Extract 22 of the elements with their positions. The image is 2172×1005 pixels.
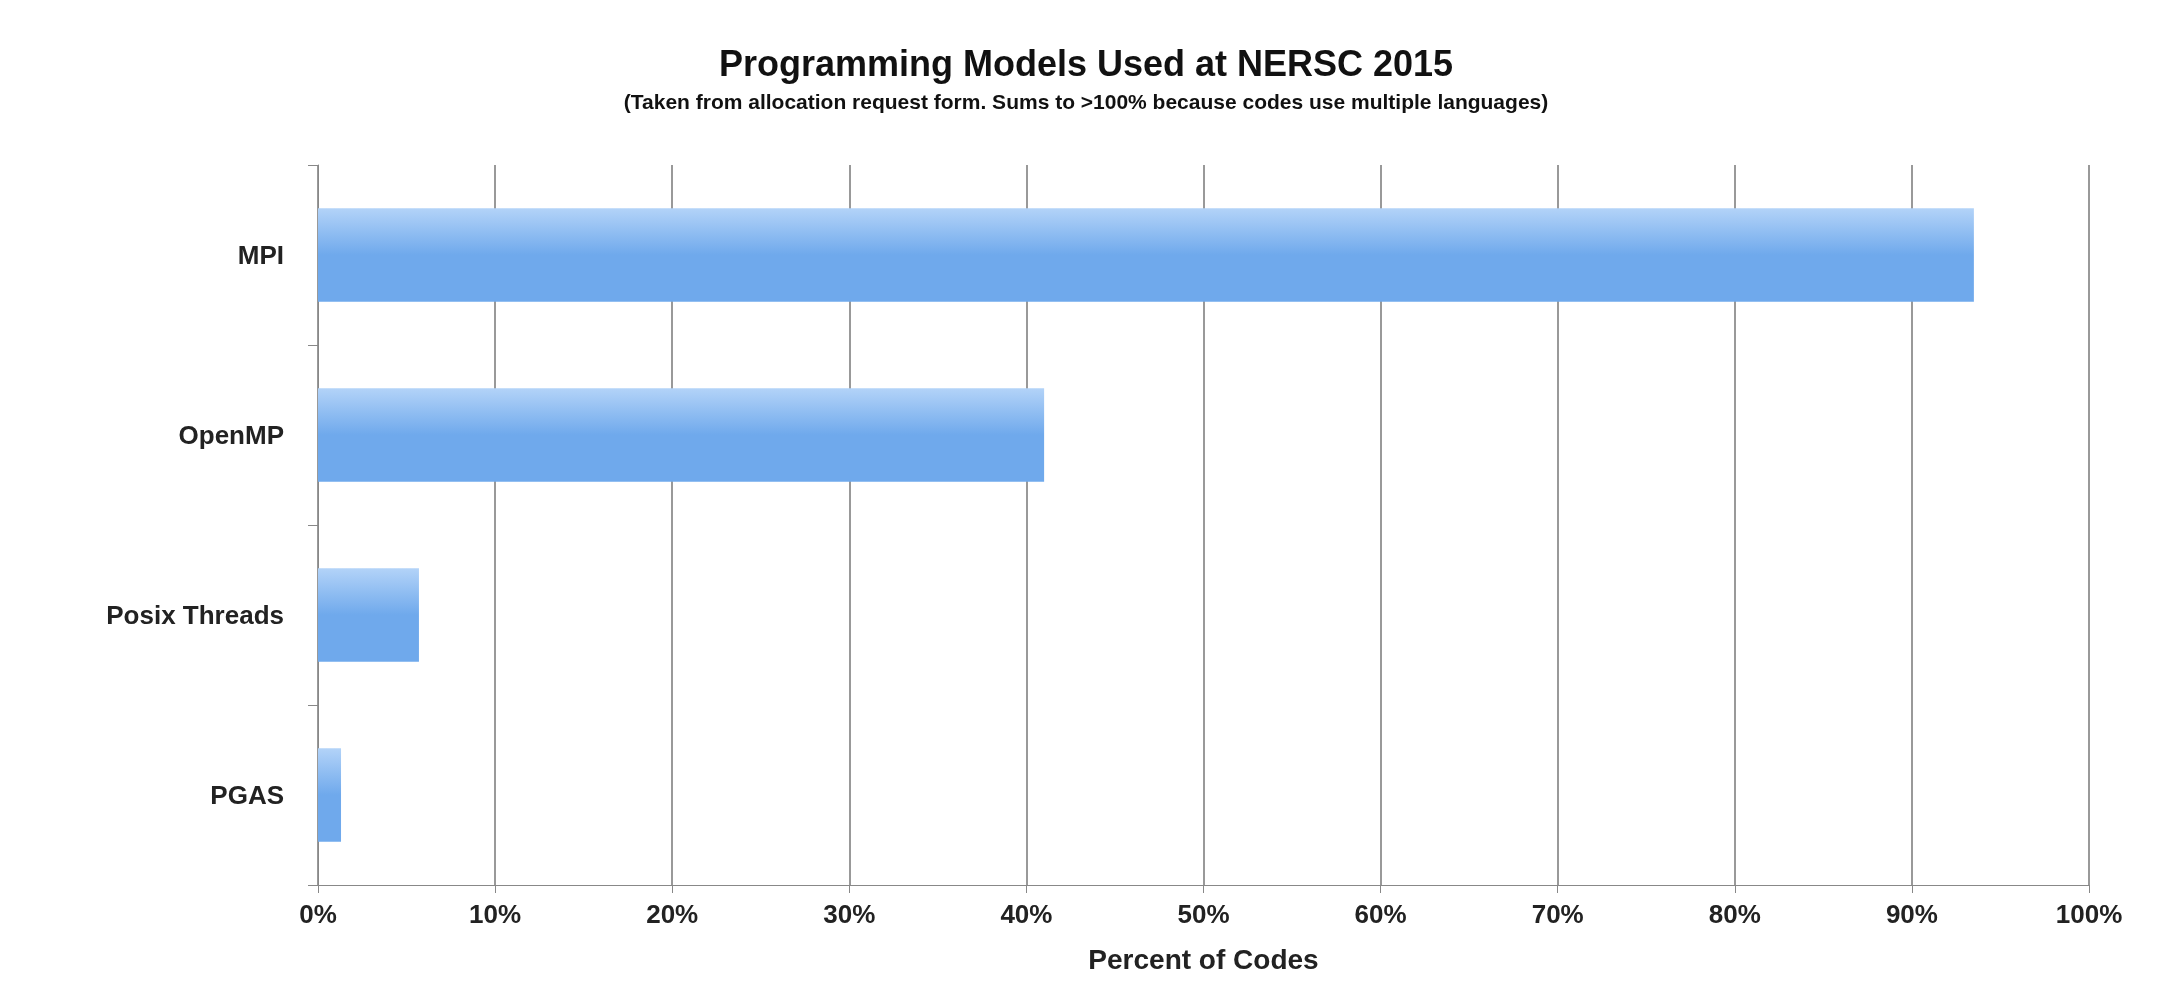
x-tick-label: 0% bbox=[299, 899, 337, 929]
x-tick-label: 50% bbox=[1177, 899, 1230, 929]
x-tick-label: 20% bbox=[646, 899, 699, 929]
x-tick-label: 60% bbox=[1354, 899, 1407, 929]
bar bbox=[318, 568, 419, 662]
x-tick-label: 90% bbox=[1885, 899, 1938, 929]
x-tick-label: 30% bbox=[823, 899, 876, 929]
bar bbox=[318, 388, 1045, 482]
y-tick-label: MPI bbox=[237, 240, 284, 270]
x-tick-label: 70% bbox=[1531, 899, 1584, 929]
bar bbox=[318, 208, 1974, 302]
y-tick-label: OpenMP bbox=[178, 420, 284, 450]
x-tick-label: 40% bbox=[1000, 899, 1053, 929]
x-tick-label: 100% bbox=[2055, 899, 2123, 929]
bar bbox=[318, 748, 342, 842]
y-tick-label: PGAS bbox=[210, 780, 284, 810]
x-axis-title: Percent of Codes bbox=[1088, 943, 1319, 975]
chart-title: Programming Models Used at NERSC 2015 bbox=[718, 42, 1454, 84]
y-tick-label: Posix Threads bbox=[106, 600, 284, 630]
x-tick-label: 10% bbox=[469, 899, 522, 929]
x-tick-label: 80% bbox=[1708, 899, 1761, 929]
chart-subtitle: (Taken from allocation request form. Sums to >100% because codes use multiple languages) bbox=[623, 90, 1549, 113]
